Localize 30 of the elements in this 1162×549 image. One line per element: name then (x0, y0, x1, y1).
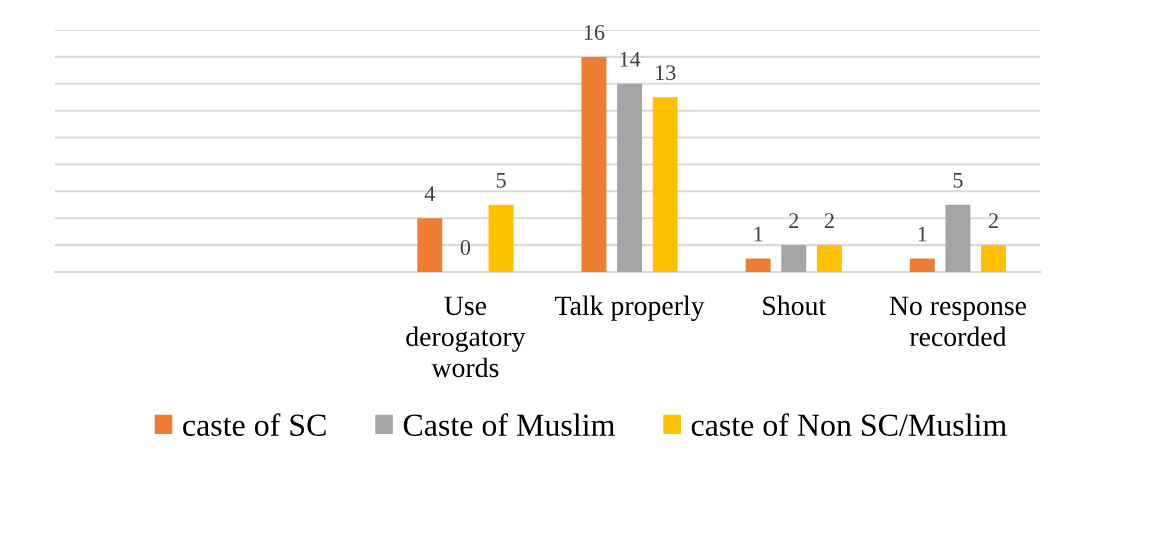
bar (981, 245, 1007, 272)
legend-label: Caste of Muslim (403, 413, 615, 436)
bar (417, 218, 443, 272)
bar (745, 258, 771, 272)
bar (816, 245, 842, 272)
bar (617, 83, 643, 272)
data-label: 2 (988, 213, 998, 228)
bar (581, 56, 607, 272)
legend-label: caste of SC (183, 413, 326, 436)
data-label: 4 (424, 186, 435, 201)
data-label: 14 (620, 51, 641, 67)
bar (488, 204, 514, 272)
x-tick-label: Use derogatory words (406, 296, 526, 378)
x-tick-label: Talk properly (555, 295, 705, 321)
x-tick-label: No response recorded (889, 296, 1026, 347)
x-tick-label: Shout (763, 295, 827, 316)
bar (909, 258, 935, 272)
data-label: 1 (918, 226, 927, 242)
bar (652, 97, 678, 272)
data-label: 1 (754, 226, 763, 242)
data-label: 13 (656, 65, 676, 81)
data-label: 0 (460, 239, 471, 255)
data-label: 2 (789, 213, 799, 228)
bar (781, 245, 807, 272)
data-label: 5 (953, 172, 963, 188)
data-label: 5 (496, 172, 506, 188)
data-label: 16 (584, 24, 605, 40)
bar (945, 204, 971, 272)
legend-label: caste of Non SC/Muslim (691, 413, 1007, 436)
data-label: 2 (824, 213, 834, 228)
